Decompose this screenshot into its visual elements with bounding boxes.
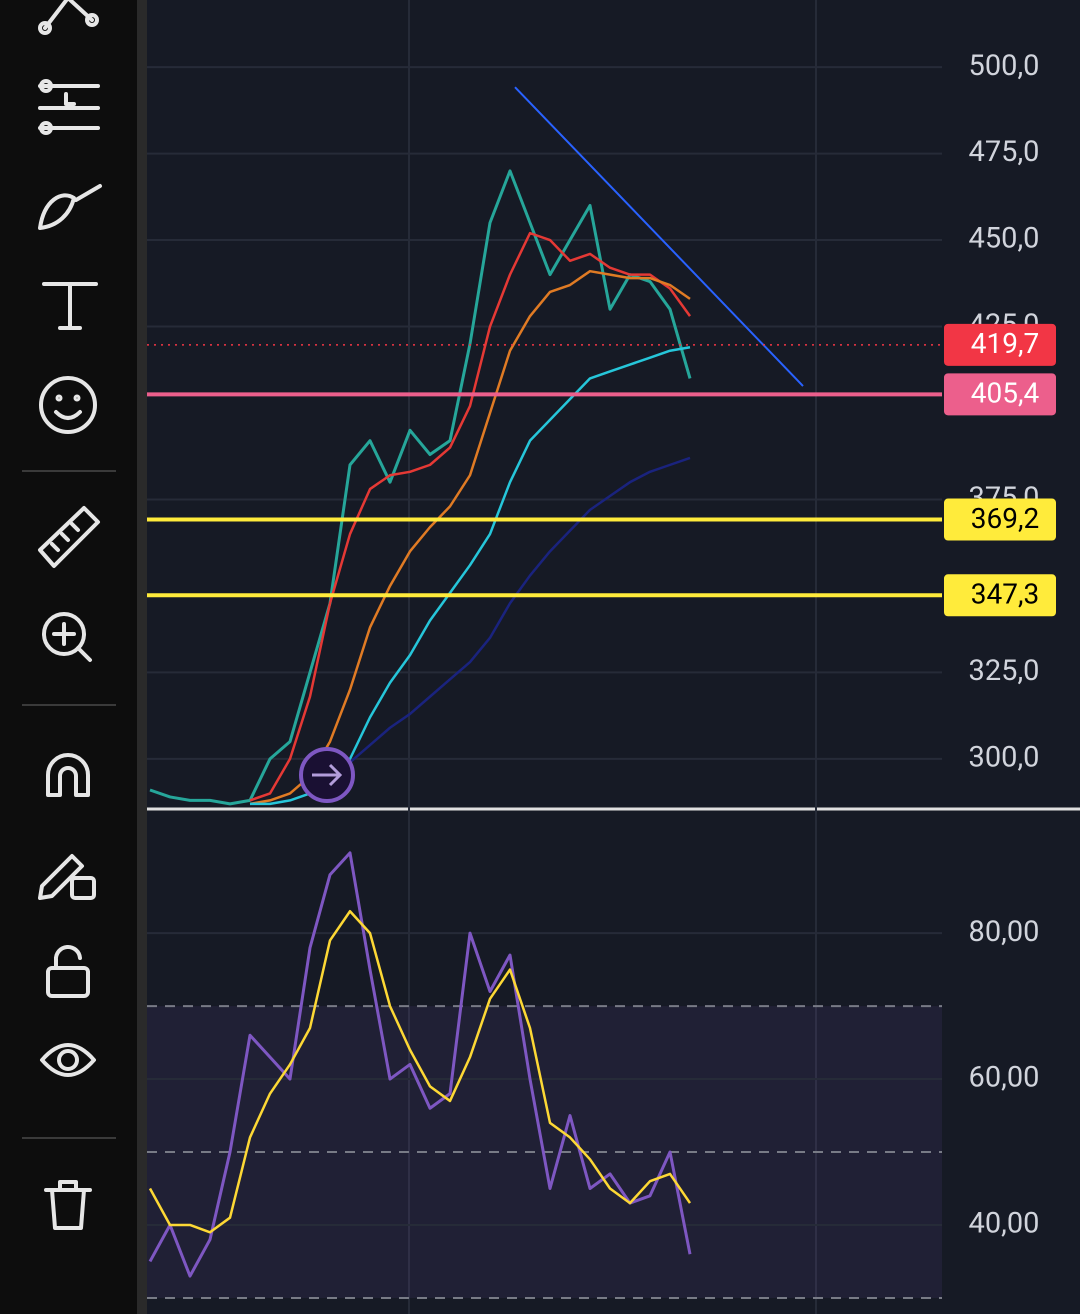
zoom-tool[interactable] [42,612,92,662]
magnet-tool[interactable] [46,753,90,797]
y-tick-label: 475,0 [969,135,1040,169]
y-tick-label: 300,0 [969,741,1040,775]
fib-tool[interactable] [38,79,100,135]
y-tick-label: 80,00 [969,915,1040,949]
y-tick-label: 500,0 [969,49,1040,83]
price-badge [944,373,1056,416]
toolbar [0,0,137,1314]
replay-button[interactable] [299,747,355,803]
y-tick-label: 450,0 [969,222,1040,256]
y-tick-label: 60,00 [969,1061,1040,1095]
visibility-tool[interactable] [40,1043,96,1077]
ruler-tool[interactable] [38,506,100,568]
y-tick-label: 325,0 [969,654,1040,688]
price-label: 419,7 [971,327,1039,360]
toolbar-edge [137,0,147,1314]
series-line [349,456,691,764]
price-badge [944,323,1056,366]
chart-layer: 500,0475,0450,0425,0375,0325,0300,0419,7… [147,49,1056,1299]
series-line [149,169,692,806]
lock-tool[interactable] [46,945,90,998]
price-label: 405,4 [971,377,1040,410]
series-line [249,231,692,802]
price-label: 369,2 [971,502,1039,535]
price-axis [942,0,1080,1314]
y-tick-label: 40,00 [969,1207,1040,1241]
price-label: 347,3 [971,578,1039,611]
price-badge [944,574,1056,617]
text-tool[interactable] [42,282,98,330]
trend-line [514,86,804,387]
emoji-tool[interactable] [39,376,97,434]
delete-tool[interactable] [44,1180,92,1230]
price-badge [944,498,1056,541]
brush-tool[interactable] [38,184,102,230]
series-line [148,909,692,1234]
pattern-tool[interactable] [38,0,99,35]
lock-drawing-tool[interactable] [38,854,96,900]
series-line [148,851,692,1278]
